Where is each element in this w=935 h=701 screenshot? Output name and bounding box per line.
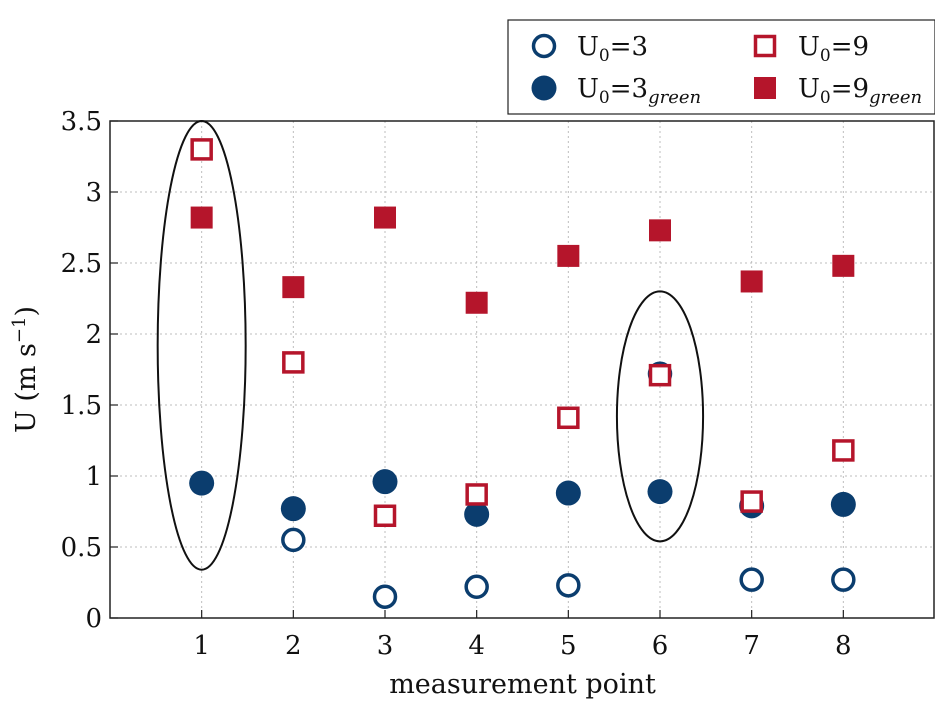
data-point-circle-filled bbox=[830, 491, 856, 517]
data-point-circle-open bbox=[739, 567, 764, 592]
x-tick-label: 1 bbox=[193, 631, 210, 661]
x-tick-label: 5 bbox=[560, 631, 577, 661]
data-point-square-open bbox=[282, 351, 305, 374]
legend-box bbox=[507, 19, 935, 115]
legend-marker bbox=[531, 33, 557, 59]
data-point-square-open bbox=[190, 138, 213, 161]
y-tick-label: 3.5 bbox=[61, 107, 102, 137]
highlight-ellipse bbox=[615, 290, 705, 543]
y-tick-label: 2.5 bbox=[61, 249, 102, 279]
data-point-circle-filled bbox=[647, 479, 673, 505]
data-point-square-open bbox=[557, 406, 580, 430]
y-axis-label-main: U (m s bbox=[11, 343, 42, 433]
legend-marker bbox=[753, 34, 777, 58]
legend: U0=3 U0=3green U0=9 U0=9green bbox=[507, 19, 935, 115]
plot-frame bbox=[109, 120, 935, 619]
data-point-square-open bbox=[648, 363, 672, 387]
y-tick-label: 1 bbox=[85, 462, 102, 492]
legend-label: U0=3green bbox=[577, 74, 701, 108]
data-point-circle-filled bbox=[555, 480, 581, 506]
data-point-square-filled bbox=[282, 276, 305, 299]
data-points bbox=[189, 138, 856, 609]
data-point-square-filled bbox=[832, 254, 855, 277]
data-point-circle-open bbox=[556, 573, 581, 598]
data-point-circle-filled bbox=[372, 469, 398, 495]
data-point-square-open bbox=[740, 490, 763, 513]
data-point-circle-open bbox=[464, 574, 489, 600]
data-point-square-filled bbox=[649, 219, 671, 242]
x-tick-label: 6 bbox=[652, 631, 669, 661]
y-axis-label: U (m s−1) bbox=[9, 306, 43, 433]
data-point-circle-open bbox=[372, 584, 398, 609]
y-axis-label-unit-exponent: −1 bbox=[9, 317, 30, 344]
y-tick-label: 0.5 bbox=[61, 533, 102, 563]
data-point-square-open bbox=[373, 504, 397, 528]
legend-marker bbox=[754, 77, 776, 99]
y-axis-label-end: ) bbox=[11, 306, 42, 317]
legend-label: U0=9green bbox=[798, 74, 922, 108]
legend-label: U0=9 bbox=[798, 32, 869, 66]
y-tick-label: 1.5 bbox=[61, 391, 102, 421]
y-tick-label: 2 bbox=[85, 320, 102, 350]
data-point-circle-filled bbox=[280, 496, 306, 522]
data-point-square-open bbox=[832, 439, 855, 462]
legend-marker bbox=[531, 75, 557, 101]
x-tick-label: 8 bbox=[835, 631, 852, 661]
data-point-square-filled bbox=[740, 270, 763, 293]
data-point-square-open bbox=[465, 483, 488, 506]
data-point-square-filled bbox=[190, 206, 213, 229]
data-point-circle-filled bbox=[189, 470, 215, 496]
x-tick-label: 7 bbox=[743, 631, 760, 661]
x-tick-label: 3 bbox=[377, 631, 394, 661]
x-tick-label: 2 bbox=[285, 631, 302, 661]
data-point-circle-open bbox=[831, 567, 856, 592]
data-point-square-filled bbox=[374, 206, 396, 229]
axis-ticks: 1 2 3 4 5 6 7 8 0 0.5 1 1.5 2 2.5 3 3.5 bbox=[61, 107, 852, 661]
y-tick-label: 3 bbox=[85, 178, 102, 208]
data-point-circle-open bbox=[281, 527, 306, 553]
data-point-circle-filled bbox=[464, 501, 490, 527]
highlight-ellipse bbox=[156, 119, 247, 571]
x-tick-label: 4 bbox=[468, 631, 485, 661]
y-tick-label: 0 bbox=[85, 604, 102, 634]
legend-label: U0=3 bbox=[577, 32, 648, 66]
data-point-square-filled bbox=[465, 291, 488, 314]
x-axis-label: measurement point bbox=[389, 669, 656, 700]
data-point-square-filled bbox=[557, 244, 580, 267]
annotations bbox=[156, 119, 705, 571]
